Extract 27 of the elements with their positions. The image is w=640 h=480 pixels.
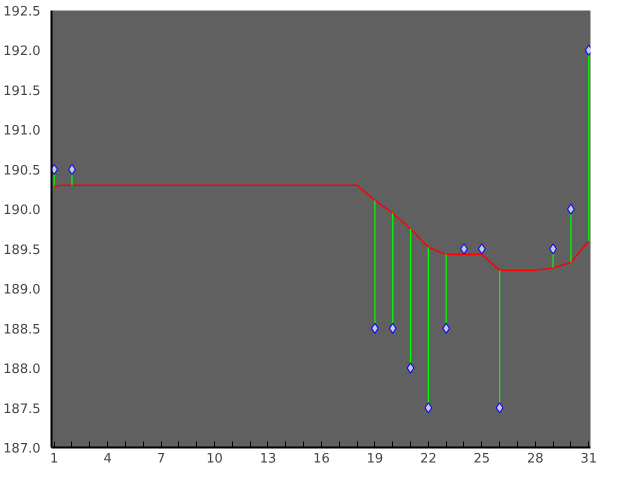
line-series [53,184,590,272]
point [478,243,486,254]
x-tick-label: 16 [313,452,330,466]
y-tick-label: 187.5 [3,402,40,417]
y-tick-label: 188.0 [3,362,40,378]
x-tick-label: 13 [260,452,276,466]
y-tick-label: 192.5 [3,4,40,20]
y-tick-label: 188.5 [3,322,40,338]
x-tick-label: 19 [366,452,384,466]
x-tick-label: 22 [420,452,437,466]
y-tick-label: 189.0 [3,282,40,298]
y-tick-label: 191.5 [3,84,40,99]
y-tick-label: 192.0 [3,44,40,60]
y-tick-label: 190.0 [3,203,40,218]
y-tick-label: 191.0 [3,124,40,139]
x-tick-label: 10 [206,452,223,466]
y-tick-label: 190.5 [3,163,40,178]
x-tick-label: 7 [156,452,166,466]
point [388,322,397,334]
y-tick-label: 187.0 [3,442,40,456]
y-tick-label: 189.5 [3,242,40,258]
x-tick-label: 25 [474,452,490,466]
point [442,322,450,334]
x-tick-label: 4 [103,452,112,466]
x-tick-label: 1 [50,452,58,466]
x-tick-label: 28 [526,452,544,466]
x-tick-label: 31 [580,452,597,466]
